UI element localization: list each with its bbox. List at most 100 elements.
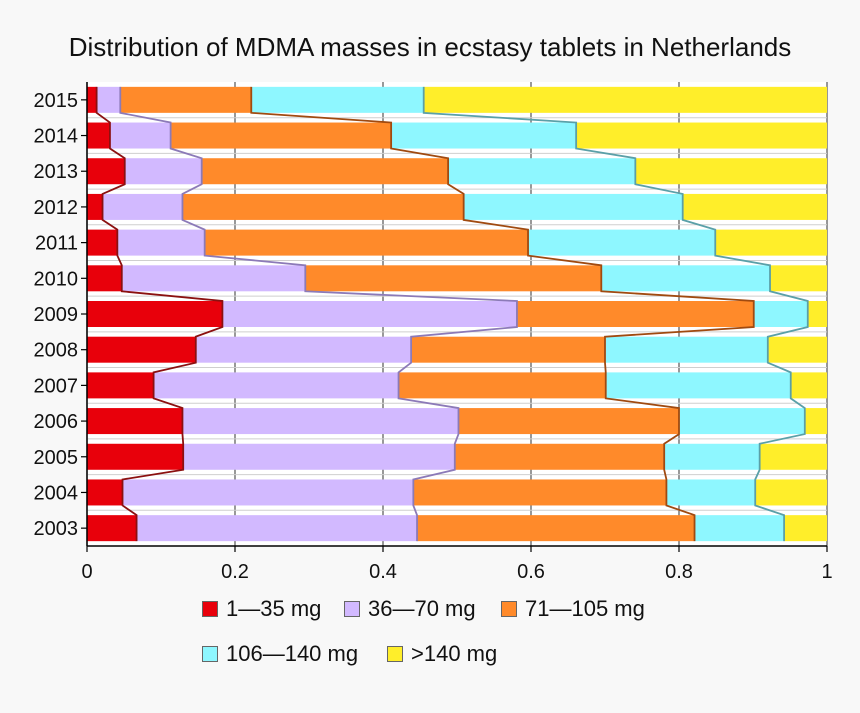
bar-segment <box>136 515 418 542</box>
bar-segment <box>391 122 577 149</box>
bar-segment <box>715 229 827 256</box>
connector-line <box>250 86 755 542</box>
bars <box>87 86 827 542</box>
y-tick-label: 2013 <box>34 161 79 183</box>
y-tick-label: 2014 <box>34 126 79 148</box>
bar-segment <box>528 229 716 256</box>
legend-item-1-35: 1—35 mg <box>202 596 321 622</box>
bar-segment <box>664 443 760 470</box>
bar-segment <box>666 479 756 506</box>
bar-segment <box>417 515 695 542</box>
bar-segment <box>87 515 137 542</box>
bar-segment <box>516 301 754 327</box>
bar-segment <box>601 265 771 292</box>
y-tick-label: 2009 <box>34 304 79 326</box>
bar-segment <box>153 372 399 399</box>
connector-line <box>422 86 809 542</box>
legend-swatch <box>501 601 517 617</box>
bar-segment <box>183 443 455 470</box>
bar-segment <box>222 301 517 327</box>
bar-segment <box>807 301 827 327</box>
bar-segment <box>87 408 183 435</box>
legend-label: 71—105 mg <box>525 596 645 621</box>
y-tick-label: 2006 <box>34 411 79 433</box>
x-tick-label: 0 <box>81 561 92 583</box>
legend-item-gt-140: >140 mg <box>387 641 497 667</box>
bar-segment <box>767 336 827 363</box>
connector-line <box>119 86 518 542</box>
bar-segment <box>251 86 424 113</box>
bar-segment <box>770 265 827 292</box>
bar-segment <box>96 86 121 113</box>
y-tick-label: 2011 <box>35 233 78 255</box>
legend-label: 1—35 mg <box>226 596 322 621</box>
chart-title: Distribution of MDMA masses in ecstasy t… <box>68 32 792 62</box>
bar-segment <box>305 265 602 292</box>
legend-swatch <box>387 646 403 662</box>
legend-item-71-105: 71—105 mg <box>501 596 645 622</box>
legend-item-36-70: 36—70 mg <box>344 596 476 622</box>
bar-segment <box>790 372 827 399</box>
bar-segment <box>87 122 110 149</box>
bar-segment <box>102 193 183 220</box>
bar-segment <box>753 301 808 327</box>
bar-segment <box>759 443 827 470</box>
bar-segment <box>121 265 306 292</box>
x-tick-label: 0.4 <box>369 561 397 583</box>
bar-segment <box>448 158 636 185</box>
bar-segment <box>635 158 827 185</box>
bar-segment <box>576 122 827 149</box>
bar-segment <box>784 515 827 542</box>
legend-swatch <box>202 601 218 617</box>
x-tick-label: 0.6 <box>517 561 545 583</box>
bar-segment <box>117 229 205 256</box>
legend-item-106-140: 106—140 mg <box>202 641 358 667</box>
legend-swatch <box>344 601 360 617</box>
bar-segment <box>87 193 103 220</box>
y-tick-label: 2008 <box>34 340 79 362</box>
bar-segment <box>120 86 252 113</box>
bar-segment <box>411 336 605 363</box>
connector-lines <box>95 86 809 542</box>
bar-segment <box>458 408 679 435</box>
bar-segment <box>87 336 196 363</box>
bar-segment <box>454 443 665 470</box>
connector-line <box>95 86 224 542</box>
bar-segment <box>87 265 122 292</box>
x-tick-label: 0.2 <box>221 561 249 583</box>
bar-segment <box>87 479 123 506</box>
bar-segment <box>755 479 827 506</box>
y-tick-label: 2010 <box>34 268 79 290</box>
bar-segment <box>170 122 392 149</box>
legend-swatch <box>202 646 218 662</box>
y-tick-label: 2015 <box>34 90 79 112</box>
bar-segment <box>463 193 683 220</box>
y-tick-label: 2004 <box>34 482 79 504</box>
bar-segment <box>109 122 171 149</box>
bar-segment <box>124 158 202 185</box>
bar-segment <box>804 408 827 435</box>
bar-segment <box>413 479 667 506</box>
legend-label: >140 mg <box>411 641 498 666</box>
y-tick-label: 2003 <box>34 518 79 540</box>
bar-segment <box>201 158 449 185</box>
x-tick-label: 0.8 <box>665 561 693 583</box>
bar-segment <box>182 408 459 435</box>
bar-segment <box>182 193 464 220</box>
bar-segment <box>605 372 791 399</box>
bar-segment <box>694 515 785 542</box>
bar-segment <box>398 372 606 399</box>
bar-segment <box>87 372 154 399</box>
bar-segment <box>423 86 827 113</box>
bar-segment <box>195 336 412 363</box>
legend-label: 36—70 mg <box>368 596 476 621</box>
bar-segment <box>679 408 805 435</box>
bar-segment <box>122 479 414 506</box>
bar-segment <box>87 158 125 185</box>
bar-segment <box>87 301 223 327</box>
x-tick-label: 1 <box>821 561 832 583</box>
bar-segment <box>87 86 97 113</box>
bar-segment <box>605 336 768 363</box>
